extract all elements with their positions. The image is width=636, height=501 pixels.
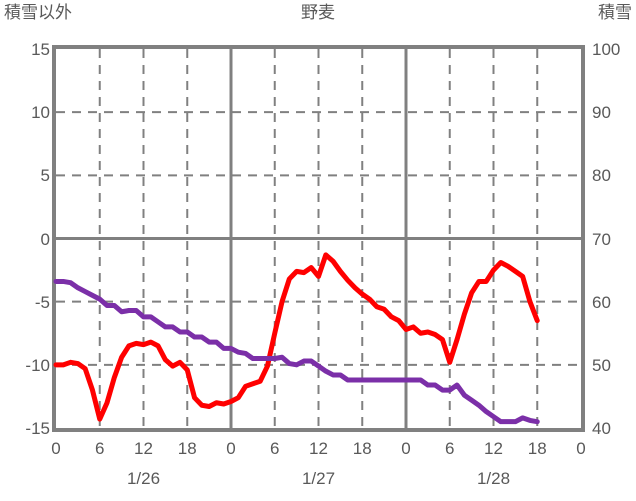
day-label: 1/27 [301,469,336,488]
day-label: 1/26 [126,469,161,488]
x-tick-label: 12 [309,439,328,458]
left-axis-title: 積雪以外 [4,3,72,22]
left-tick-label: 10 [31,103,50,123]
x-tick-label: 6 [445,439,455,458]
x-tick-label: 0 [576,439,586,458]
series-layer [53,252,540,425]
x-tick-label: 18 [177,439,197,458]
series-line-snow [53,278,540,425]
series-line-non-snow [53,252,540,422]
x-tick-label: 0 [401,439,411,458]
right-tick-label: 50 [592,355,611,375]
x-tick-label: 0 [226,439,236,458]
x-tick-label: 0 [51,439,61,458]
plot-area [52,45,585,432]
x-tick-label: 18 [527,439,547,458]
x-tick-label: 6 [270,439,280,458]
right-tick-label: 40 [592,419,611,438]
left-tick-label: -15 [25,419,50,438]
right-tick-label: 70 [592,229,611,249]
x-tick-label: 18 [352,439,372,458]
right-tick-label: 60 [592,292,611,312]
right-tick-label: 90 [592,103,611,123]
left-tick-label: 5 [40,166,50,186]
right-axis-title: 積雪 [598,3,632,22]
x-tick-label: 12 [484,439,503,458]
day-label: 1/28 [476,469,511,488]
left-tick-label: -5 [34,292,50,312]
chart-title: 野麦 [301,3,335,22]
left-tick-label: 15 [31,40,50,59]
right-tick-label: 100 [592,40,621,59]
left-tick-label: 0 [40,229,50,249]
plot-inner [53,49,581,428]
left-tick-label: -10 [25,355,50,375]
right-tick-label: 80 [592,166,611,186]
x-tick-label: 12 [134,439,153,458]
x-tick-label: 6 [95,439,105,458]
